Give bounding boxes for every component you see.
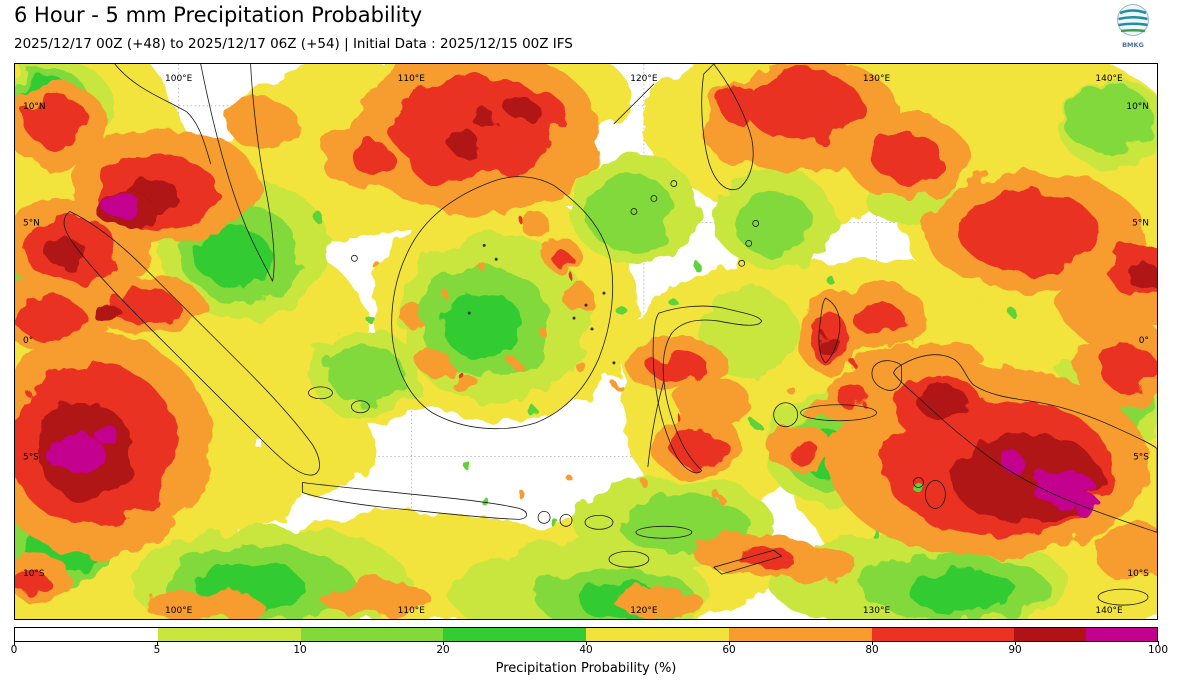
map-canvas: 10°N 10°N 5°N 5°N 0° 0° 5°S 5°S 10°S 10°S 100°E 100… (14, 63, 1158, 620)
colorbar-tickmark (872, 641, 873, 645)
colorbar-cell (15, 628, 158, 641)
colorbar-tick-label: 100 (1147, 644, 1169, 656)
colorbar-tick-label: 0 (10, 644, 18, 656)
colorbar-tick-label: 5 (153, 644, 161, 656)
terrain-dots (467, 243, 616, 365)
field-speckles-red (457, 216, 859, 418)
colorbar-tickmark (1158, 641, 1159, 645)
geo-label: 100°E (165, 74, 193, 84)
forecast-period-subtitle: 2025/12/17 00Z (+48) to 2025/12/17 06Z (… (14, 36, 573, 52)
geo-label: 120°E (630, 74, 658, 84)
geo-label: 110°E (398, 606, 426, 616)
geo-label: 5°N (1132, 218, 1149, 228)
colorbar-cell (300, 628, 444, 641)
bmkg-globe-icon (1117, 4, 1149, 36)
colorbar-cell (586, 628, 729, 641)
geo-label: 0° (1139, 336, 1149, 346)
geo-label: 10°N (23, 102, 46, 112)
colorbar-cell (728, 628, 872, 641)
geo-label: 5°S (23, 453, 39, 463)
colorbar-tick-label: 60 (722, 644, 736, 656)
colorbar-tickmark (729, 641, 730, 645)
geo-label: 0° (23, 336, 33, 346)
geo-labels: 10°N 10°N 5°N 5°N 0° 0° 5°S 5°S 10°S 10°S 100°E 100… (23, 74, 1149, 616)
colorbar-tick-label: 80 (865, 644, 879, 656)
field-magenta-100 (46, 195, 1104, 518)
colorbar (14, 627, 1158, 642)
geo-label: 110°E (398, 74, 426, 84)
geo-label: 130°E (863, 74, 891, 84)
geo-label: 140°E (1095, 74, 1123, 84)
precipitation-map: 10°N 10°N 5°N 5°N 0° 0° 5°S 5°S 10°S 10°S 100°E 100… (15, 64, 1157, 619)
field-speckles-orange (372, 261, 790, 499)
geo-label: 10°N (1126, 102, 1149, 112)
geo-label: 10°S (23, 569, 45, 579)
colorbar-cell (443, 628, 586, 641)
field-red-80-90 (15, 69, 1157, 595)
colorbar-tickmark (14, 641, 15, 645)
geo-label: 5°N (23, 218, 40, 228)
colorbar-tickmark (157, 641, 158, 645)
coastlines (63, 64, 1157, 606)
bmkg-logo: BMKG (1112, 3, 1154, 49)
colorbar-cell (1085, 628, 1157, 641)
geo-label: 10°S (1127, 569, 1149, 579)
colorbar-tick-label: 90 (1008, 644, 1022, 656)
colorbar-tick-label: 40 (579, 644, 593, 656)
geo-label: 140°E (1095, 606, 1123, 616)
bmkg-logo-label: BMKG (1122, 41, 1144, 49)
colorbar-tick-label: 20 (436, 644, 450, 656)
geo-label: 100°E (165, 606, 193, 616)
colorbar-cell (157, 628, 301, 641)
geo-label: 5°S (1133, 453, 1149, 463)
colorbar-tick-label: 10 (293, 644, 307, 656)
geo-label: 120°E (630, 606, 658, 616)
colorbar-label: Precipitation Probability (%) (495, 661, 677, 676)
page-title: 6 Hour - 5 mm Precipitation Probability (14, 3, 423, 27)
precipitation-field (15, 64, 1157, 619)
colorbar-tickmark (443, 641, 444, 645)
colorbar-tickmark (300, 641, 301, 645)
colorbar-cell (871, 628, 1015, 641)
colorbar-tickmark (1015, 641, 1016, 645)
colorbar-ticks: 0 5 10 20 40 60 80 90 100 (10, 641, 1168, 658)
colorbar-cell (1014, 628, 1086, 641)
colorbar-tickmark (586, 641, 587, 645)
geo-label: 130°E (863, 606, 891, 616)
